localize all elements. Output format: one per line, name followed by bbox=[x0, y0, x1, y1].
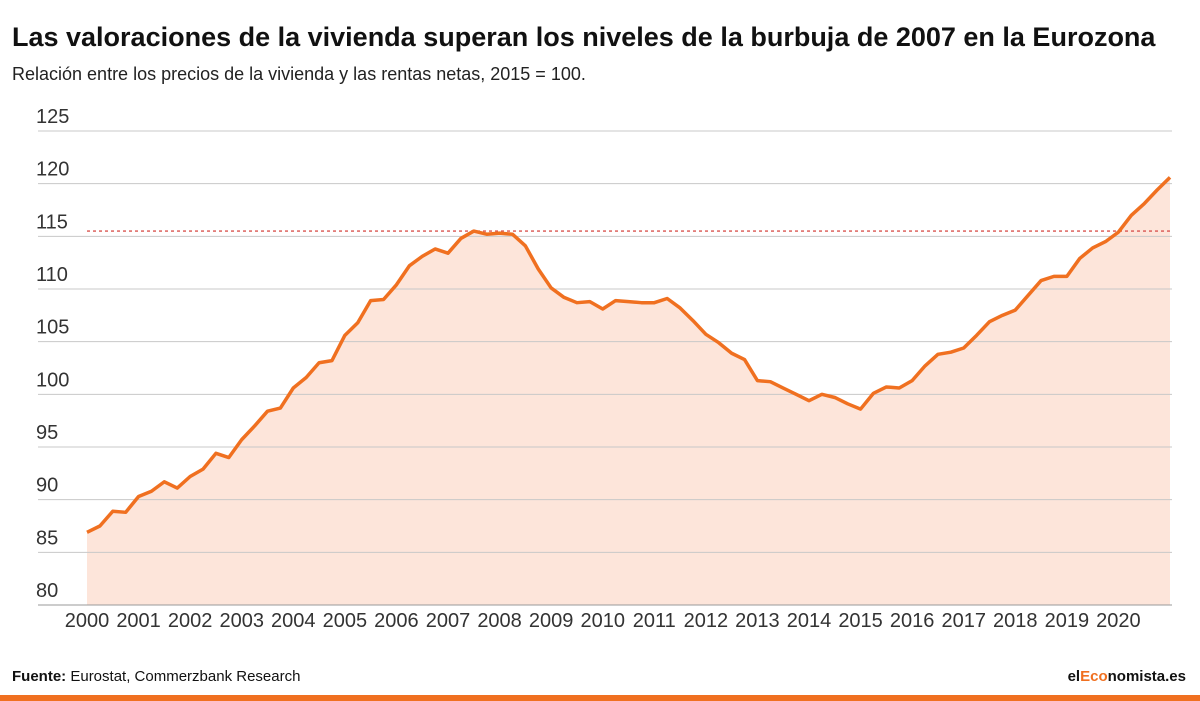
x-tick-label: 2007 bbox=[426, 610, 471, 632]
x-tick-label: 2014 bbox=[787, 610, 832, 632]
x-tick-label: 2013 bbox=[735, 610, 780, 632]
x-tick-label: 2000 bbox=[65, 610, 110, 632]
brand-part: el bbox=[1068, 668, 1081, 685]
y-tick-label: 125 bbox=[36, 106, 69, 128]
x-tick-label: 2008 bbox=[477, 610, 522, 632]
x-tick-label: 2020 bbox=[1096, 610, 1141, 632]
chart-subtitle: Relación entre los precios de la viviend… bbox=[12, 64, 586, 84]
x-tick-label: 2006 bbox=[374, 610, 419, 632]
area bbox=[87, 177, 1170, 605]
plot: 80 85 90 95 100 105 110 115 120 125 2000 2001 2002 20… bbox=[36, 106, 1172, 632]
y-tick-label: 90 bbox=[36, 475, 58, 497]
y-tick-label: 100 bbox=[36, 369, 69, 391]
source-label: Fuente: bbox=[12, 668, 66, 685]
y-tick-label: 115 bbox=[36, 211, 68, 233]
x-tick-label: 2018 bbox=[993, 610, 1038, 632]
x-tick-label: 2011 bbox=[633, 610, 676, 632]
x-tick-label: 2019 bbox=[1045, 610, 1090, 632]
line bbox=[86, 176, 1172, 534]
x-tick-label: 2003 bbox=[219, 610, 264, 632]
x-tick-label: 2015 bbox=[838, 610, 883, 632]
source: Fuente: Eurostat, Commerzbank Research bbox=[12, 668, 300, 685]
chart-title: Las valoraciones de la vivienda superan … bbox=[12, 22, 1156, 52]
y-tick-label: 80 bbox=[36, 580, 58, 602]
x-tick-label: 2016 bbox=[890, 610, 935, 632]
brand: elEconomista.es bbox=[1068, 668, 1186, 685]
y-tick-label: 85 bbox=[36, 527, 58, 549]
footer-bar bbox=[0, 695, 1200, 701]
y-tick-label: 110 bbox=[36, 264, 68, 286]
brand-part: nomista.es bbox=[1108, 668, 1186, 685]
x-tick-label: 2004 bbox=[271, 610, 316, 632]
y-tick-label: 95 bbox=[36, 422, 58, 444]
source-text: Eurostat, Commerzbank Research bbox=[70, 668, 300, 685]
x-tick-label: 2002 bbox=[168, 610, 213, 632]
brand-part: Eco bbox=[1080, 668, 1108, 685]
x-tick-label: 2010 bbox=[580, 610, 625, 632]
x-tick-label: 2017 bbox=[941, 610, 986, 632]
y-tick-label: 105 bbox=[36, 317, 69, 339]
x-tick-label: 2001 bbox=[116, 610, 161, 632]
x-tick-label: 2012 bbox=[684, 610, 729, 632]
x-tick-label: 2005 bbox=[323, 610, 368, 632]
x-tick-label: 2009 bbox=[529, 610, 574, 632]
y-tick-label: 120 bbox=[36, 159, 69, 181]
